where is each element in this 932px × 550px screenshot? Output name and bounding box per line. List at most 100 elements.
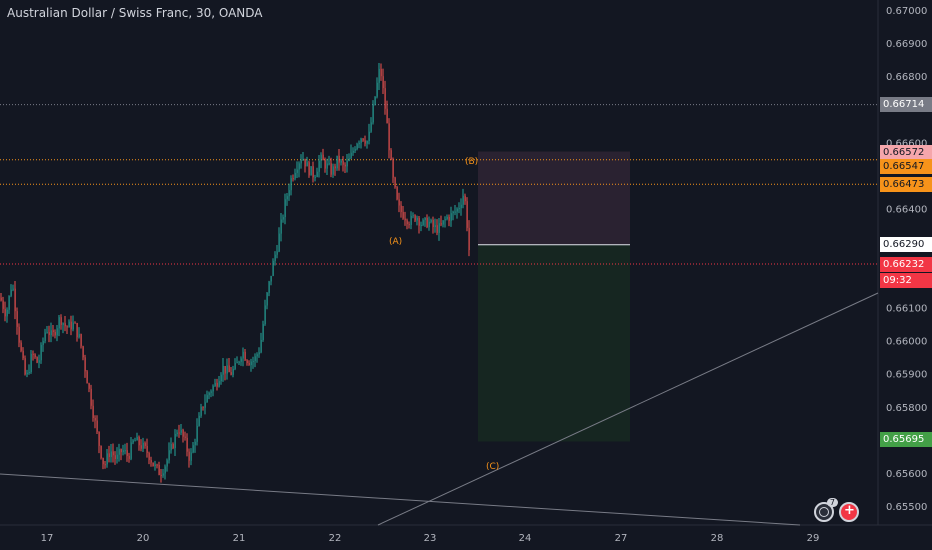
candle-body [240, 358, 242, 362]
candle-body [232, 368, 234, 375]
candle-body [20, 342, 22, 351]
candle-body [10, 289, 12, 296]
ideas-badge-icon[interactable]: 7 [814, 498, 838, 522]
candle-body [62, 323, 64, 325]
candle-body [446, 216, 448, 220]
x-tick-label: 28 [711, 533, 724, 544]
candle-body [188, 451, 190, 461]
candle-body [38, 360, 40, 363]
candle-body [250, 361, 252, 365]
candle-body [228, 365, 230, 373]
candle-body [466, 201, 468, 228]
candle-body [52, 330, 54, 333]
candle-body [128, 455, 130, 459]
candle-body [334, 166, 336, 169]
candle-body [356, 144, 358, 150]
candle-body [72, 322, 74, 330]
candle-body [76, 323, 78, 338]
candle-body [264, 305, 266, 325]
candle-body [44, 332, 46, 342]
candle-body [414, 215, 416, 221]
candle-body [320, 154, 322, 161]
candle-body [14, 288, 16, 312]
candle-body [200, 406, 202, 416]
candle-body [186, 437, 188, 452]
candle-body [288, 190, 290, 197]
candle-body [140, 445, 142, 449]
add-alert-badge-icon[interactable]: + [839, 502, 859, 522]
candle-body [468, 227, 470, 251]
candle-body [340, 160, 342, 163]
candle-body [368, 131, 370, 142]
candle-body [114, 455, 116, 460]
candle-body [40, 344, 42, 361]
candle-body [134, 440, 136, 442]
candle-body [182, 429, 184, 437]
candle-body [172, 444, 174, 448]
globe-icon [819, 507, 829, 517]
candle-body [160, 475, 162, 477]
candle-body [84, 357, 86, 372]
candle-body [354, 149, 356, 151]
candle-body [234, 363, 236, 369]
candle-body [136, 437, 138, 441]
candle-body [82, 346, 84, 358]
candle-body [268, 281, 270, 293]
candle-body [376, 82, 378, 97]
candle-body [412, 215, 414, 217]
candle-body [212, 386, 214, 392]
y-tick-label: 0.67000 [886, 6, 927, 17]
risk-zone [478, 151, 630, 245]
candle-body [344, 164, 346, 167]
candle-body [142, 442, 144, 449]
candle-body [440, 223, 442, 225]
candle-body [162, 473, 164, 476]
candle-body [438, 223, 440, 233]
candle-body [282, 217, 284, 220]
candle-body [86, 371, 88, 384]
candle-body [164, 466, 166, 474]
price-tag: 0.66547 [880, 159, 932, 174]
candle-body [94, 418, 96, 421]
candle-body [444, 219, 446, 221]
y-tick-label: 0.66000 [886, 337, 927, 348]
candle-body [270, 275, 272, 282]
price-tag: 0.66232 [880, 257, 932, 272]
candle-body [102, 457, 104, 465]
candle-body [362, 138, 364, 141]
candle-body [266, 292, 268, 306]
candle-body [122, 450, 124, 453]
candle-body [348, 158, 350, 161]
candle-body [286, 196, 288, 200]
candle-body [144, 442, 146, 446]
candle-body [248, 362, 250, 365]
candle-body [130, 442, 132, 459]
candle-body [314, 176, 316, 178]
candle-body [4, 308, 6, 317]
candle-body [358, 142, 360, 145]
candle-body [204, 402, 206, 408]
candle-body [120, 449, 122, 453]
ideas-count: 7 [826, 498, 838, 507]
candle-body [424, 217, 426, 221]
candle-body [256, 354, 258, 357]
candle-body [360, 138, 362, 143]
candle-body [456, 208, 458, 212]
candle-body [342, 160, 344, 165]
candle-body [104, 464, 106, 466]
price-tag: 09:32 [880, 273, 932, 288]
candle-body [430, 220, 432, 222]
candle-body [180, 429, 182, 433]
candle-body [382, 76, 384, 89]
y-tick-label: 0.66800 [886, 72, 927, 83]
candle-body [208, 392, 210, 396]
candle-body [196, 425, 198, 442]
candle-body [406, 220, 408, 225]
candle-body [460, 204, 462, 209]
candle-body [8, 295, 10, 310]
candle-body [252, 360, 254, 362]
x-tick-label: 20 [137, 533, 150, 544]
candle-body [408, 224, 410, 226]
